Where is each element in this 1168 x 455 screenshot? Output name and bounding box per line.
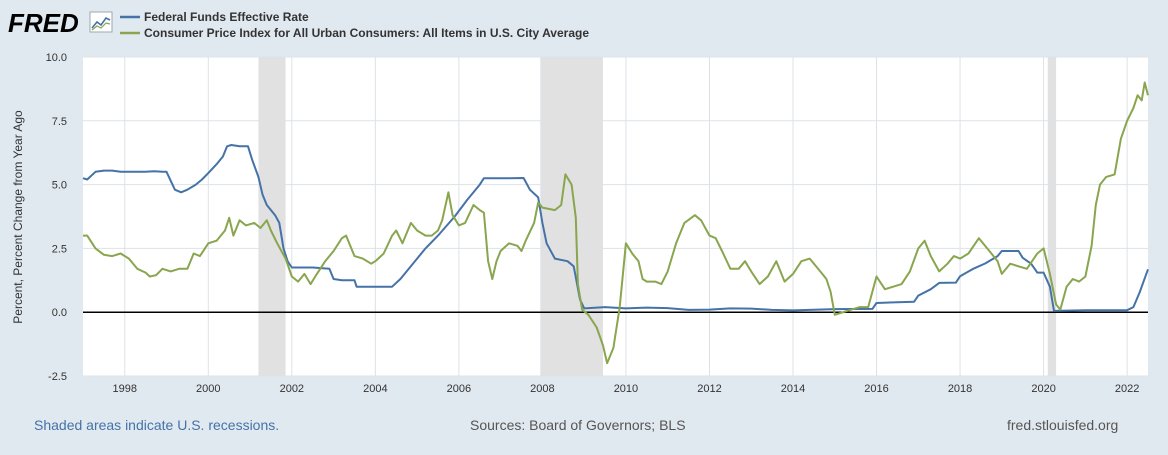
fedfunds-line — [82, 144, 1149, 312]
y-tick-label-5: 10.0 — [46, 52, 67, 64]
x-tick-label-12: 2022 — [1115, 383, 1139, 395]
x-tick-label-8: 2014 — [781, 383, 805, 395]
legend-label-cpi: Consumer Price Index for All Urban Consu… — [144, 26, 589, 40]
legend-item-fedfunds[interactable]: Federal Funds Effective Rate — [120, 10, 309, 24]
x-tick-label-11: 2020 — [1031, 383, 1055, 395]
y-axis-ticks: -2.5 0.0 2.5 5.0 7.5 10.0 — [46, 52, 67, 383]
recession-band-1 — [540, 57, 603, 376]
legend: Federal Funds Effective Rate Consumer Pr… — [120, 10, 589, 40]
recession-band-0 — [258, 57, 286, 376]
y-tick-label-2: 2.5 — [52, 243, 67, 255]
x-tick-label-4: 2006 — [447, 383, 471, 395]
fred-logo-graph-icon — [89, 11, 113, 33]
x-tick-label-2: 2002 — [280, 383, 304, 395]
recession-note-link[interactable]: Shaded areas indicate U.S. recessions. — [34, 417, 280, 433]
x-tick-label-5: 2008 — [530, 383, 554, 395]
x-tick-label-9: 2016 — [864, 383, 888, 395]
fred-site-link[interactable]: fred.stlouisfed.org — [1007, 417, 1119, 433]
cpi-line — [83, 81, 1149, 365]
sources-text: Sources: Board of Governors; BLS — [470, 417, 686, 433]
y-tick-label-1: 0.0 — [52, 307, 67, 319]
y-tick-label-3: 5.0 — [52, 180, 67, 192]
legend-item-cpi[interactable]: Consumer Price Index for All Urban Consu… — [120, 26, 589, 40]
x-tick-label-0: 1998 — [113, 383, 137, 395]
series-lines — [82, 81, 1149, 365]
y-axis-label: Percent, Percent Change from Year Ago — [11, 110, 25, 324]
x-tick-label-7: 2012 — [697, 383, 721, 395]
x-tick-label-6: 2010 — [614, 383, 638, 395]
x-tick-label-1: 2000 — [196, 383, 220, 395]
y-tick-label-4: 7.5 — [52, 116, 67, 128]
recession-band-2 — [1047, 57, 1057, 376]
fred-logo[interactable]: FRED — [8, 8, 113, 38]
legend-label-fedfunds: Federal Funds Effective Rate — [144, 10, 309, 24]
x-tick-label-3: 2004 — [363, 383, 387, 395]
x-axis-ticks: 1998 2000 2002 2004 2006 2008 2010 2012 2014 2016… — [113, 383, 1140, 395]
fred-logo-text: FRED — [8, 8, 79, 38]
x-tick-label-10: 2018 — [948, 383, 972, 395]
y-tick-label-0: -2.5 — [48, 371, 67, 383]
